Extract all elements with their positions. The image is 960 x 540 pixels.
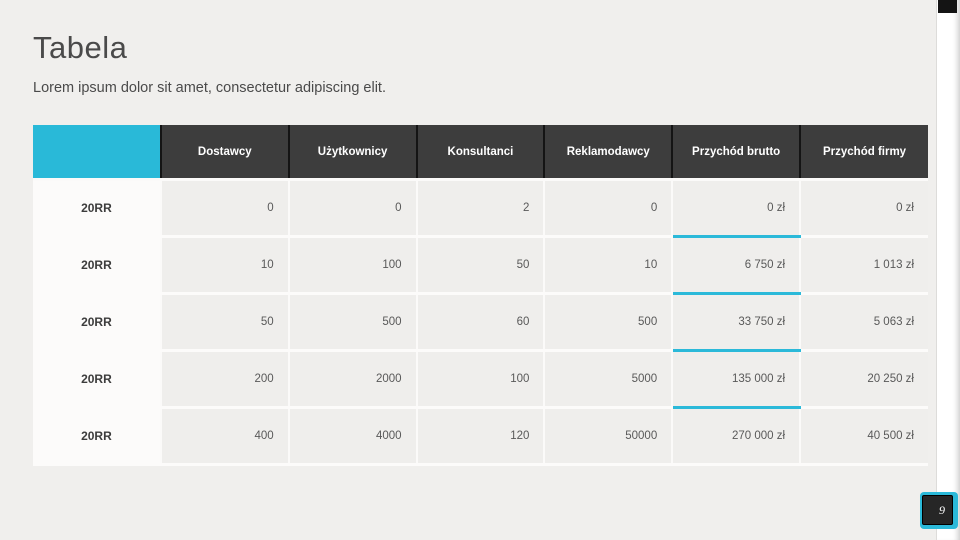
table-header: Dostawcy Użytkownicy Konsultanci Reklamodaw… [33, 125, 928, 181]
table-cell: 4000 [288, 407, 418, 466]
table-cell: 500 [544, 293, 674, 352]
row-label: 20RR [33, 293, 162, 352]
slide-title: Tabela [33, 30, 128, 65]
table-cell: 50 [416, 236, 546, 295]
table-row: 20RR 0 0 2 0 0 zł 0 zł [33, 179, 928, 238]
table-cell: 10 [160, 236, 290, 295]
table-row: 20RR 10 100 50 10 6 750 zł 1 013 zł [33, 236, 928, 295]
table-cell: 400 [160, 407, 290, 466]
table-cell: 40 500 zł [800, 407, 928, 466]
table-cell: 10 [544, 236, 674, 295]
table-cell: 2 [416, 179, 546, 238]
table-cell: 0 zł [672, 179, 802, 238]
table-row: 20RR 200 2000 100 5000 135 000 zł 20 250 zł [33, 350, 928, 409]
slide-subtitle: Lorem ipsum dolor sit amet, consectetur … [33, 80, 386, 96]
table-cell: 50 [160, 293, 290, 352]
table-row: 20RR 400 4000 120 50000 270 000 zł 40 500 zł [33, 407, 928, 466]
column-header: Konsultanci [416, 125, 546, 181]
table-cell: 50000 [544, 407, 674, 466]
table-cell: 0 zł [800, 179, 928, 238]
row-label: 20RR [33, 407, 162, 466]
table-cell: 6 750 zł [672, 236, 802, 295]
table-cell: 0 [288, 179, 418, 238]
scrollbar-track[interactable] [936, 0, 960, 540]
row-label: 20RR [33, 179, 162, 238]
table-cell: 20 250 zł [800, 350, 928, 409]
table-cell: 200 [160, 350, 290, 409]
column-header: Dostawcy [160, 125, 290, 181]
table-cell: 5 063 zł [800, 293, 928, 352]
page-number-badge: 9 [922, 495, 953, 525]
row-label: 20RR [33, 350, 162, 409]
table-cell: 2000 [288, 350, 418, 409]
table-cell: 0 [544, 179, 674, 238]
column-header: Użytkownicy [288, 125, 418, 181]
scrollbar-thumb[interactable] [938, 0, 957, 13]
table-body: 20RR 0 0 2 0 0 zł 0 zł 20RR 10 100 50 10 6 750 zł 1 0… [33, 179, 928, 466]
data-table: Dostawcy Użytkownicy Konsultanci Reklamodaw… [33, 125, 928, 466]
column-header: Reklamodawcy [544, 125, 674, 181]
column-header: Przychód firmy [800, 125, 928, 181]
table-row: 20RR 50 500 60 500 33 750 zł 5 063 zł [33, 293, 928, 352]
column-header: Przychód brutto [672, 125, 802, 181]
table-cell: 60 [416, 293, 546, 352]
table-cell: 500 [288, 293, 418, 352]
table-cell: 100 [416, 350, 546, 409]
table-cell: 120 [416, 407, 546, 466]
table-cell: 5000 [544, 350, 674, 409]
table-cell: 270 000 zł [672, 407, 802, 466]
table-cell: 100 [288, 236, 418, 295]
row-label: 20RR [33, 236, 162, 295]
table-corner-cell [33, 125, 162, 181]
table-cell: 33 750 zł [672, 293, 802, 352]
table-cell: 1 013 zł [800, 236, 928, 295]
table-cell: 135 000 zł [672, 350, 802, 409]
table-cell: 0 [160, 179, 290, 238]
table-header-row: Dostawcy Użytkownicy Konsultanci Reklamodaw… [33, 125, 928, 181]
page-number: 9 [939, 502, 945, 517]
